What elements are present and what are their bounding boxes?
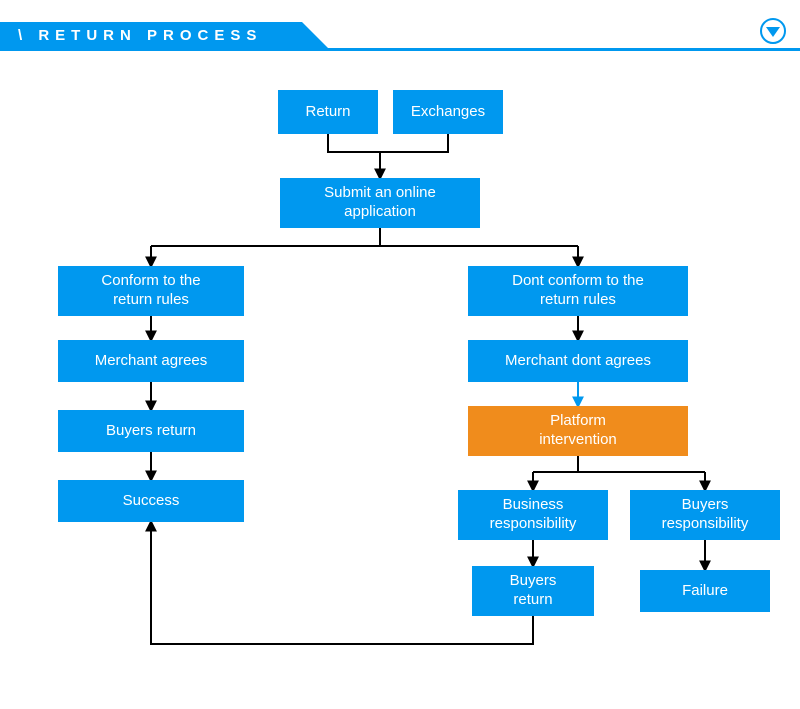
connector-0 — [328, 134, 380, 178]
diagram-stage: \ RETURN PROCESS ReturnExchangesSubmit a… — [0, 0, 800, 709]
node-buyers-ret-r: Buyersreturn — [472, 566, 594, 616]
node-platform: Platformintervention — [468, 406, 688, 456]
node-success: Success — [58, 480, 244, 522]
node-exchanges: Exchanges — [393, 90, 503, 134]
node-buy-resp: Buyersresponsibility — [630, 490, 780, 540]
node-buyers-ret-l: Buyers return — [58, 410, 244, 452]
node-dont-conform: Dont conform to thereturn rules — [468, 266, 688, 316]
node-m-agrees: Merchant agrees — [58, 340, 244, 382]
connector-1 — [380, 134, 448, 152]
node-return: Return — [278, 90, 378, 134]
node-failure: Failure — [640, 570, 770, 612]
node-conform: Conform to thereturn rules — [58, 266, 244, 316]
node-submit: Submit an onlineapplication — [280, 178, 480, 228]
node-m-dont: Merchant dont agrees — [468, 340, 688, 382]
node-biz-resp: Businessresponsibility — [458, 490, 608, 540]
